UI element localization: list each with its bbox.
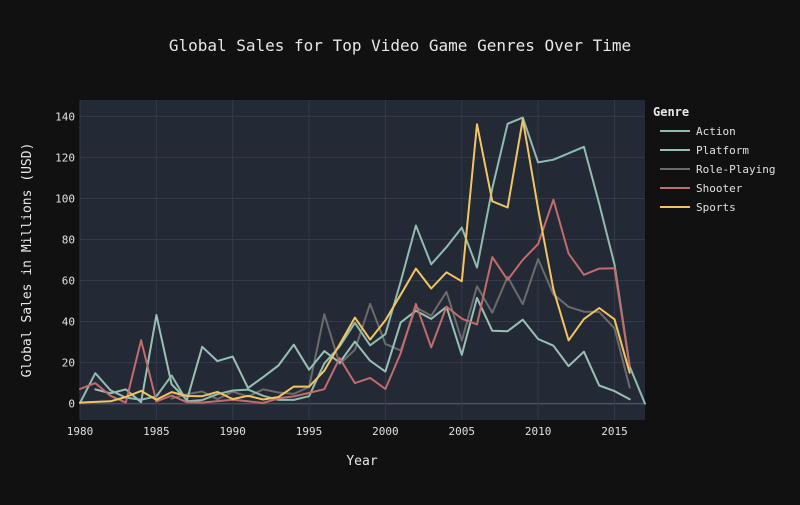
series-line-action: [79, 116, 646, 405]
x-tick-label: 2015: [601, 425, 628, 438]
x-tick-label: 1985: [143, 425, 170, 438]
y-axis-label: Global Sales in Millions (USD): [20, 143, 35, 378]
legend-label-role-playing: Role-Playing: [696, 163, 775, 176]
plot-area: [80, 100, 645, 420]
legend-label-sports: Sports: [696, 201, 736, 214]
x-tick-label: 2000: [372, 425, 399, 438]
x-tick-label: 1980: [67, 425, 94, 438]
y-tick-label: 80: [62, 233, 75, 246]
chart-title: Global Sales for Top Video Game Genres O…: [169, 36, 631, 55]
y-tick-label: 60: [62, 275, 75, 288]
x-tick-label: 2010: [525, 425, 552, 438]
x-tick-label: 1995: [296, 425, 323, 438]
legend-label-platform: Platform: [696, 144, 749, 157]
series-line-shooter: [79, 198, 631, 404]
x-tick-label: 1990: [219, 425, 246, 438]
series-line-sports: [79, 118, 631, 404]
legend-label-action: Action: [696, 125, 736, 138]
x-tick-label: 2005: [449, 425, 476, 438]
y-tick-label: 40: [62, 316, 75, 329]
y-tick-label: 120: [55, 151, 75, 164]
y-tick-label: 100: [55, 192, 75, 205]
axis-ticks: 0 20 40 60 80 100 120 140 1980 1985 1990 1995 2000 20…: [55, 110, 628, 438]
y-tick-label: 20: [62, 357, 75, 370]
legend-items: Action Platform Role-Playing Shooter Sports: [660, 125, 775, 214]
series-lines: [79, 116, 646, 405]
legend-label-shooter: Shooter: [696, 182, 743, 195]
x-axis-label: Year: [346, 454, 377, 469]
legend-title: Genre: [653, 105, 689, 119]
y-tick-label: 0: [68, 398, 75, 411]
legend: Genre Action Platform Role-Playing Shooter S…: [653, 105, 775, 214]
y-tick-label: 140: [55, 110, 75, 123]
